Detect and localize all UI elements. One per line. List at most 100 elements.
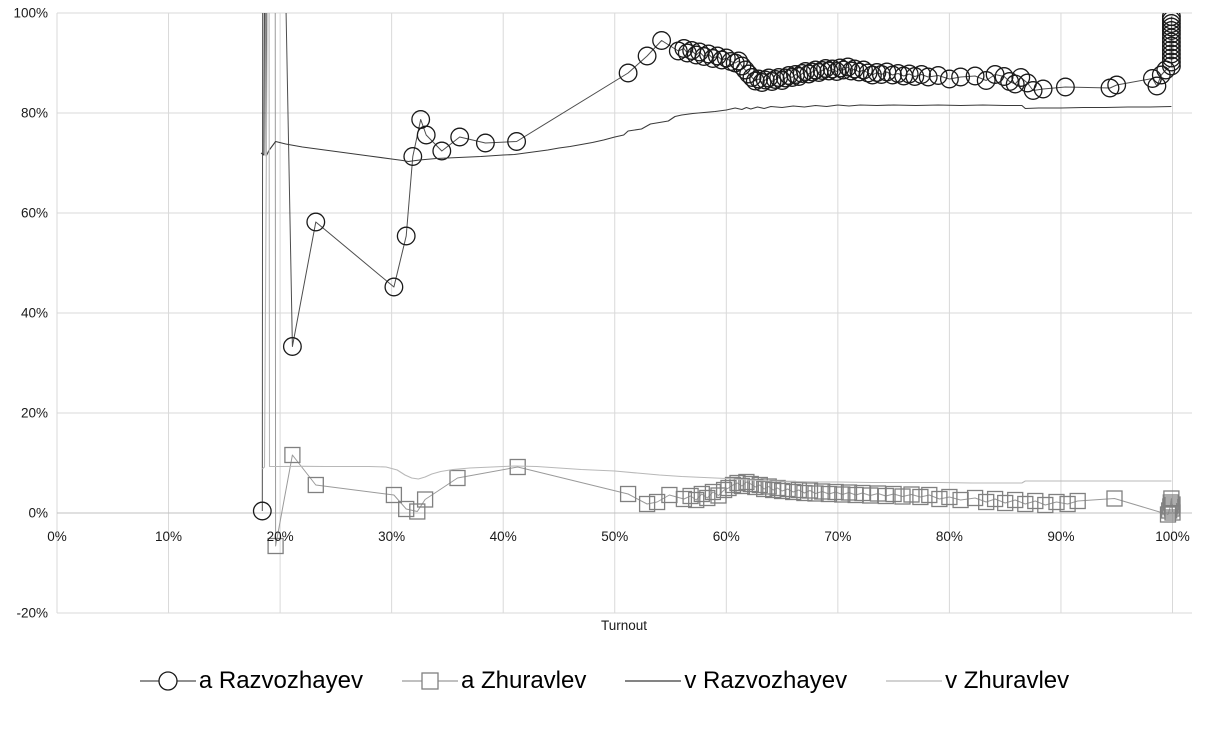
data-point-circle [652,31,672,50]
data-point-circle [742,68,762,87]
data-point-circle [806,60,825,80]
data-point-square [267,537,284,555]
axis-labels: 0% 10% 20% 30% 40% 50% 60% 70% 80% 90% 100% 100% 80%… [13,6,1189,621]
data-point-circle [699,44,718,64]
data-point-square [720,479,737,497]
data-point-square [1106,490,1123,507]
data-point-circle [905,67,925,86]
data-point-circle [1161,13,1181,30]
data-point-square [903,486,920,503]
data-point-square [688,491,705,509]
data-point-circle [822,59,842,79]
data-point-circle [1005,74,1025,94]
y-tick-label: -20% [16,606,48,621]
data-point-circle [802,62,822,82]
data-point-square [790,481,807,499]
data-point-square [682,487,699,505]
series-a-zhuravlev-markers [267,446,1181,555]
line-marker-icon [886,680,943,682]
data-point-square [729,474,746,492]
data-point-circle [739,64,759,84]
data-point-circle [674,39,694,58]
data-point-circle [951,67,971,87]
data-point-circle [830,58,850,78]
data-point-circle [965,66,985,86]
data-point-circle [1161,56,1181,76]
data-point-circle [1161,40,1181,60]
legend-label-v-razvozhayev: v Razvozhayev [684,667,848,694]
data-point-square [509,458,526,476]
data-point-square [738,473,755,491]
data-point-circle [1161,21,1181,40]
data-point-circle [755,70,775,90]
data-point-circle [1023,81,1043,100]
data-point-circle [792,64,812,83]
data-point-square [997,494,1014,512]
data-point-circle [833,60,853,80]
data-point-circle [637,46,657,66]
data-point-circle [1107,75,1127,95]
data-point-circle [928,66,948,85]
data-point-circle [703,49,723,68]
data-point-square [1037,496,1054,514]
data-point-circle [789,67,809,86]
data-point-circle [396,226,416,246]
x-tick-label: 0% [47,529,67,544]
data-point-square [747,478,764,496]
data-point-circle [712,50,732,70]
data-point-square [693,485,710,503]
data-point-square [449,469,466,487]
data-point-circle [416,125,436,145]
y-tick-label: 20% [21,406,48,421]
data-point-circle [735,60,755,80]
data-point-circle [918,67,938,87]
x-tick-label: 90% [1047,529,1074,544]
legend-item-v-zhuravlev: v Zhuravlev [885,667,1069,695]
x-tick-label: 60% [713,529,740,544]
x-tick-label: 80% [936,529,963,544]
data-point-square [1048,493,1065,511]
data-point-square [978,493,995,511]
data-point-circle [765,70,785,89]
data-point-square [894,488,911,505]
data-point-circle [1161,44,1181,64]
data-point-circle [819,61,839,81]
data-point-circle [838,57,858,77]
data-point-square [1069,492,1086,510]
data-point-square [1007,491,1024,509]
legend-item-v-razvozhayev: v Razvozhayev [624,667,847,695]
data-point-square [756,480,773,498]
data-point-circle [450,127,470,147]
x-tick-label: 100% [1155,529,1190,544]
data-point-square [284,446,301,464]
data-point-square [398,500,415,518]
data-point-square [416,491,434,508]
data-point-square [801,482,819,499]
y-tick-label: 0% [28,506,48,521]
x-tick-label: 20% [267,529,294,544]
data-point-square [742,475,759,493]
legend: a Razvozhayev a Zhuravlev v Razvozhayev v Z… [0,656,1208,706]
data-point-circle [759,68,779,88]
data-point-square [751,476,768,494]
circle-marker-icon [139,671,196,691]
data-point-circle [1161,13,1181,26]
y-tick-label: 100% [13,6,48,21]
data-point-circle [854,60,873,80]
data-point-circle [939,69,959,89]
data-point-circle [1033,79,1053,99]
data-point-square [840,484,858,501]
x-axis-title: Turnout [601,618,647,633]
data-point-square [619,485,637,503]
data-point-circle [1161,52,1181,72]
legend-item-a-razvozhayev: a Razvozhayev [139,667,363,695]
data-point-circle [858,63,878,83]
data-point-circle [749,69,769,89]
data-point-circle [507,132,527,151]
y-tick-label: 60% [21,206,48,221]
data-point-square [1163,490,1180,507]
data-point-square [814,483,831,500]
x-tick-label: 70% [824,529,851,544]
legend-label-a-razvozhayev: a Razvozhayev [198,667,363,694]
